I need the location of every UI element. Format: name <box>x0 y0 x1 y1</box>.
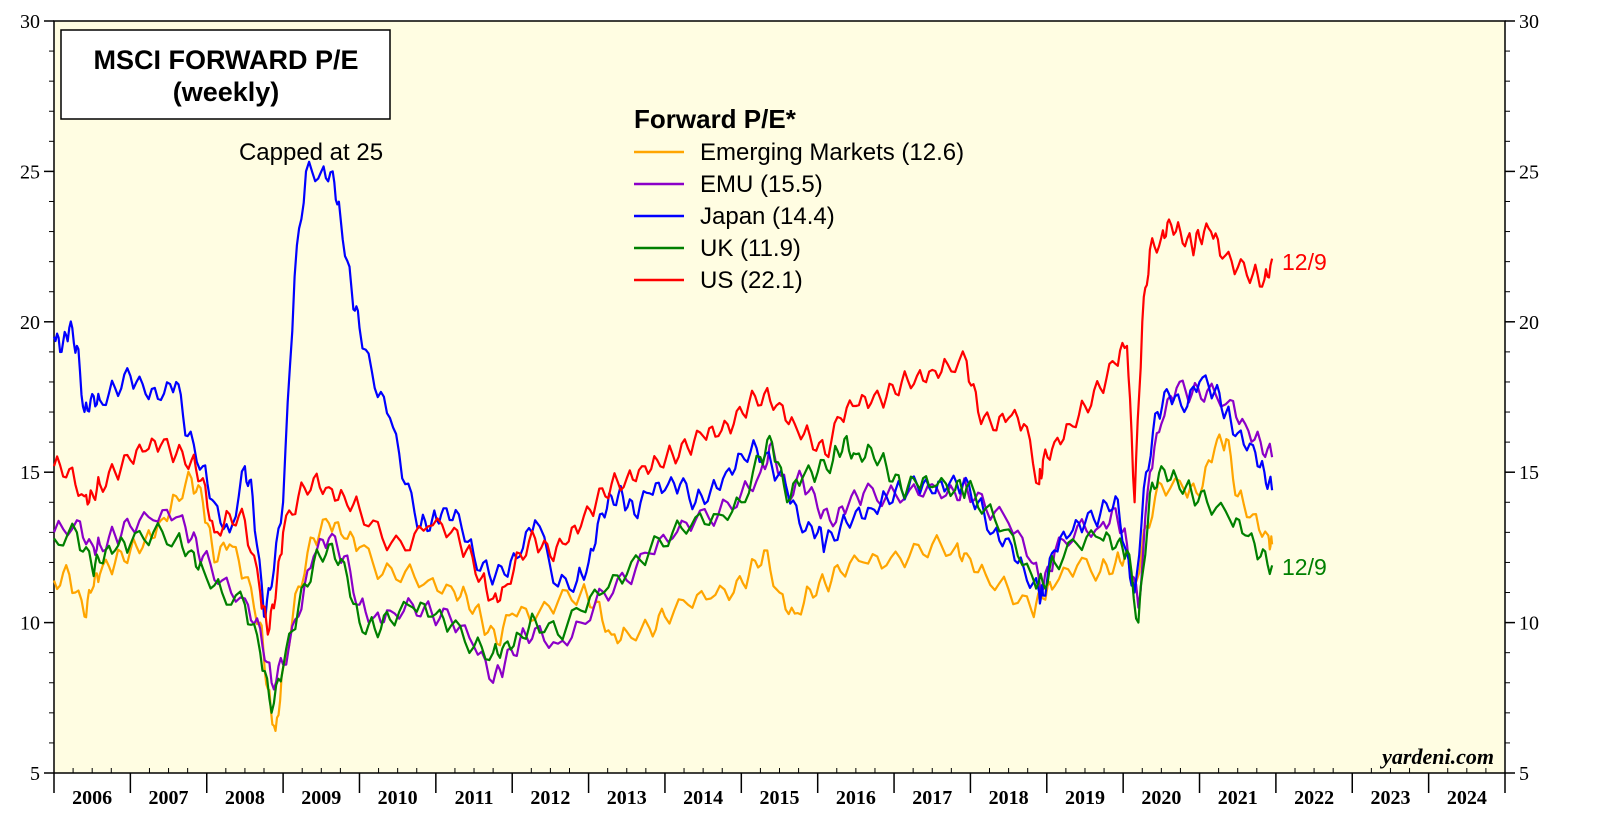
x-year-label: 2023 <box>1370 787 1410 809</box>
y-tick-label-left: 20 <box>20 312 40 334</box>
x-year-label: 2011 <box>455 787 494 809</box>
y-tick-label-right: 10 <box>1519 613 1539 635</box>
series-line <box>52 379 1274 691</box>
series-line <box>52 218 1274 636</box>
y-tick-label-right: 5 <box>1519 763 1529 785</box>
y-tick-label-right: 15 <box>1519 462 1539 484</box>
legend-label: Japan (14.4) <box>700 203 835 230</box>
chart-subtitle: (weekly) <box>173 77 280 107</box>
y-tick-label-right: 20 <box>1519 312 1539 334</box>
plot-area <box>53 20 1506 774</box>
x-year-label: 2017 <box>912 787 952 809</box>
x-year-label: 2008 <box>225 787 265 809</box>
credit: yardeni.com <box>1379 744 1494 769</box>
series-layer <box>52 160 1274 732</box>
legend-label: US (22.1) <box>700 267 803 294</box>
title-box <box>60 29 391 120</box>
x-year-label: 2024 <box>1447 787 1487 809</box>
y-tick-label-right: 25 <box>1519 161 1539 183</box>
y-tick-label-right: 30 <box>1519 11 1539 33</box>
legend-title: Forward P/E* <box>634 104 797 134</box>
series-4 <box>52 218 1274 636</box>
y-tick-label-left: 25 <box>20 161 40 183</box>
series-2 <box>52 160 1274 619</box>
legend: Emerging Markets (12.6) EMU (15.5) Japan (… <box>634 139 964 294</box>
uk-end-label: 12/9 <box>1282 554 1327 580</box>
chart-title: MSCI FORWARD P/E <box>93 45 358 75</box>
x-year-label: 2020 <box>1141 787 1181 809</box>
series-line <box>52 433 1274 732</box>
us-end-label: 12/9 <box>1282 249 1327 275</box>
x-year-label: 2010 <box>378 787 418 809</box>
x-year-label: 2006 <box>72 787 112 809</box>
series-3 <box>53 434 1274 714</box>
x-year-label: 2013 <box>607 787 647 809</box>
series-line <box>52 160 1274 619</box>
x-year-label: 2021 <box>1218 787 1258 809</box>
right-axis: 5 10 15 20 25 30 <box>1505 11 1539 785</box>
x-axis: 2006 2007 2008 2009 2010 2011 2012 2013 2014 2015… <box>53 768 1506 809</box>
x-year-label: 2009 <box>301 787 341 809</box>
y-tick-label-left: 15 <box>20 462 40 484</box>
x-year-label: 2016 <box>836 787 876 809</box>
x-year-label: 2015 <box>760 787 800 809</box>
left-axis: 5 10 15 20 25 30 <box>20 11 54 785</box>
y-tick-label-left: 5 <box>30 763 40 785</box>
x-year-label: 2018 <box>989 787 1029 809</box>
series-0 <box>52 433 1274 732</box>
x-year-label: 2007 <box>149 787 189 809</box>
x-year-label: 2014 <box>683 787 723 809</box>
cap-annotation: Capped at 25 <box>239 139 383 166</box>
series-line <box>53 434 1274 714</box>
legend-label: EMU (15.5) <box>700 171 823 198</box>
legend-label: UK (11.9) <box>700 235 801 262</box>
series-1 <box>52 379 1274 691</box>
x-year-label: 2012 <box>530 787 570 809</box>
x-year-label: 2022 <box>1294 787 1334 809</box>
legend-label: Emerging Markets (12.6) <box>700 139 964 166</box>
x-year-label: 2019 <box>1065 787 1105 809</box>
y-tick-label-left: 10 <box>20 613 40 635</box>
y-tick-label-left: 30 <box>20 11 40 33</box>
